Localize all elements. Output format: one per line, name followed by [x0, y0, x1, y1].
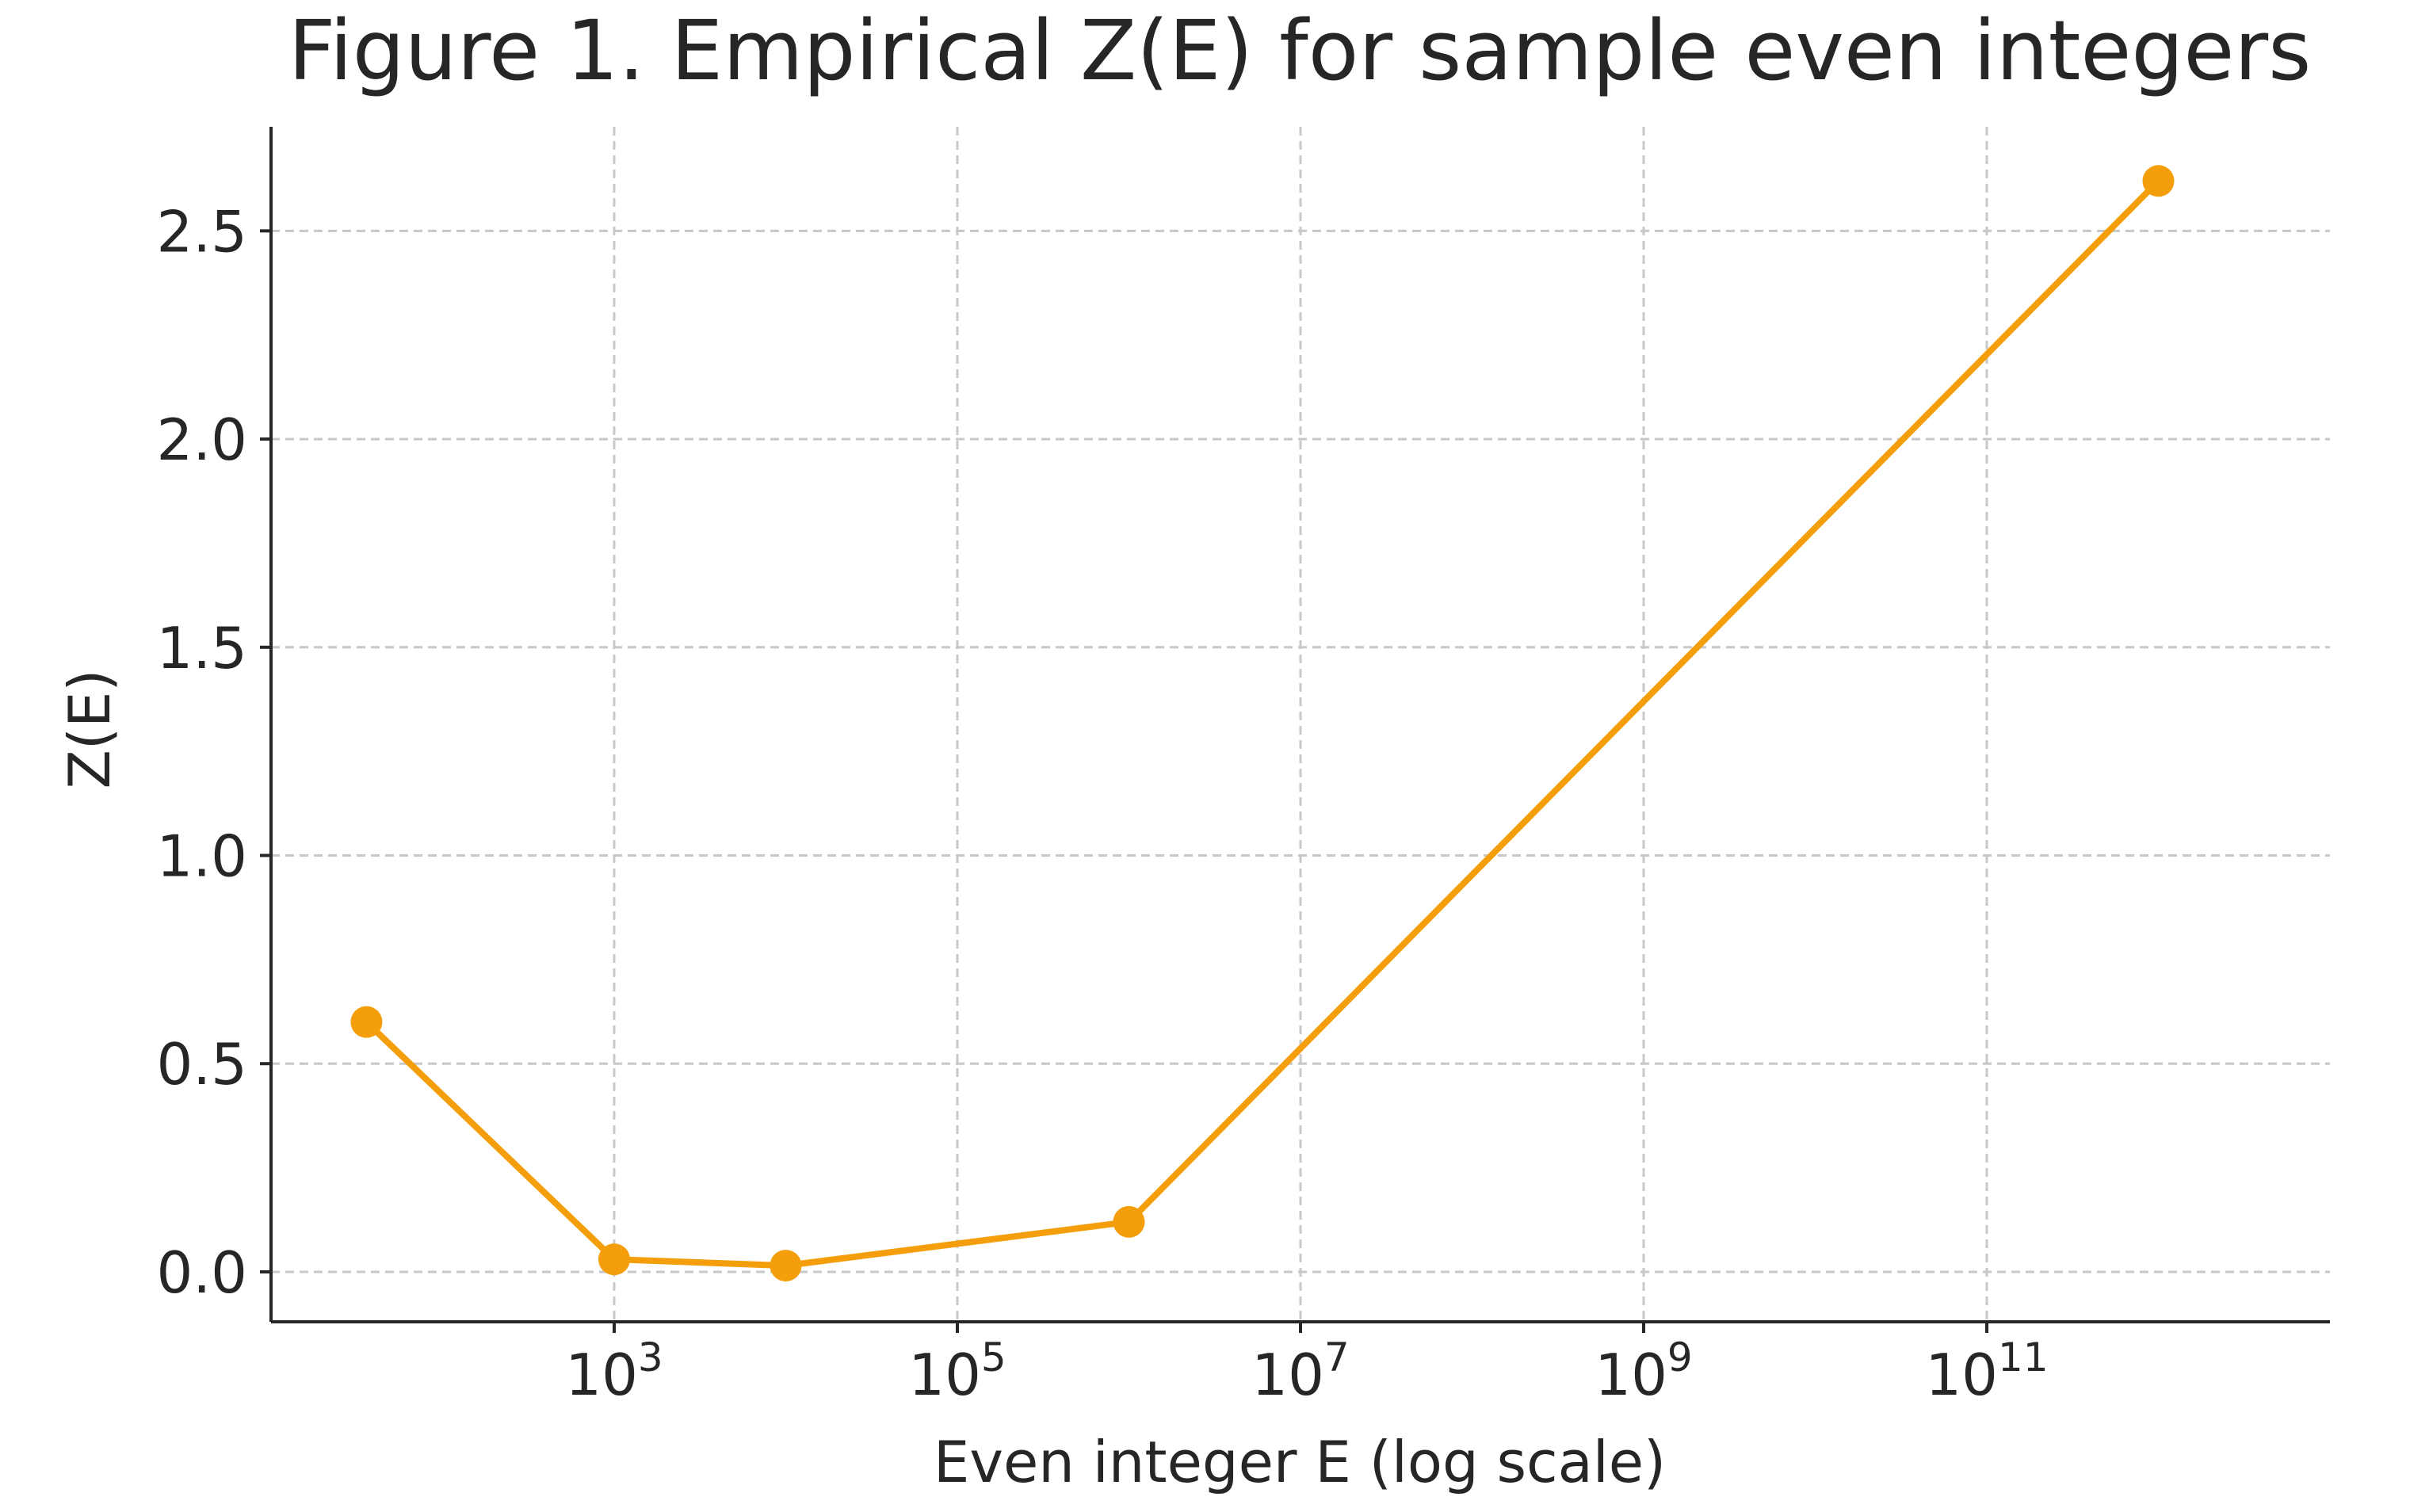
x-tick-label-exponent: 11 [1998, 1334, 2049, 1380]
x-tick-label: 103 [565, 1334, 663, 1408]
data-point [1113, 1205, 1145, 1238]
x-tick-label-base: 10 [1251, 1342, 1324, 1408]
series-layer [350, 165, 2175, 1282]
x-tick-label: 107 [1251, 1334, 1349, 1408]
x-tick-label-exponent: 7 [1324, 1334, 1350, 1380]
x-tick-label-base: 10 [1595, 1342, 1667, 1408]
y-tick-label: 0.0 [156, 1239, 247, 1306]
x-tick-label: 1011 [1925, 1334, 2048, 1408]
x-axis-label: Even integer E (log scale) [934, 1429, 1666, 1495]
x-tick-label-base: 10 [565, 1342, 638, 1408]
data-point [770, 1250, 802, 1282]
x-tick-label-base: 10 [1925, 1342, 1998, 1408]
data-point [2142, 165, 2175, 197]
y-tick-label: 1.0 [156, 823, 247, 890]
x-tick-label-exponent: 3 [638, 1334, 663, 1380]
series-line [363, 178, 2162, 1270]
x-tick-label-exponent: 5 [981, 1334, 1006, 1380]
x-tick-label-exponent: 9 [1667, 1334, 1693, 1380]
y-axis-label: Z(E) [56, 670, 123, 789]
x-tick-label-base: 10 [908, 1342, 981, 1408]
y-tick-label: 1.5 [156, 615, 247, 682]
y-tick-label: 2.0 [156, 407, 247, 473]
x-tick-label: 105 [908, 1334, 1006, 1408]
grid-layer [271, 127, 2330, 1322]
y-tick-label: 2.5 [156, 198, 247, 265]
chart-title: Figure 1. Empirical Z(E) for sample even… [288, 2, 2312, 99]
x-tick-label: 109 [1595, 1334, 1692, 1408]
data-point [350, 1006, 383, 1038]
y-tick-label: 0.5 [156, 1031, 247, 1098]
data-point [598, 1243, 630, 1276]
